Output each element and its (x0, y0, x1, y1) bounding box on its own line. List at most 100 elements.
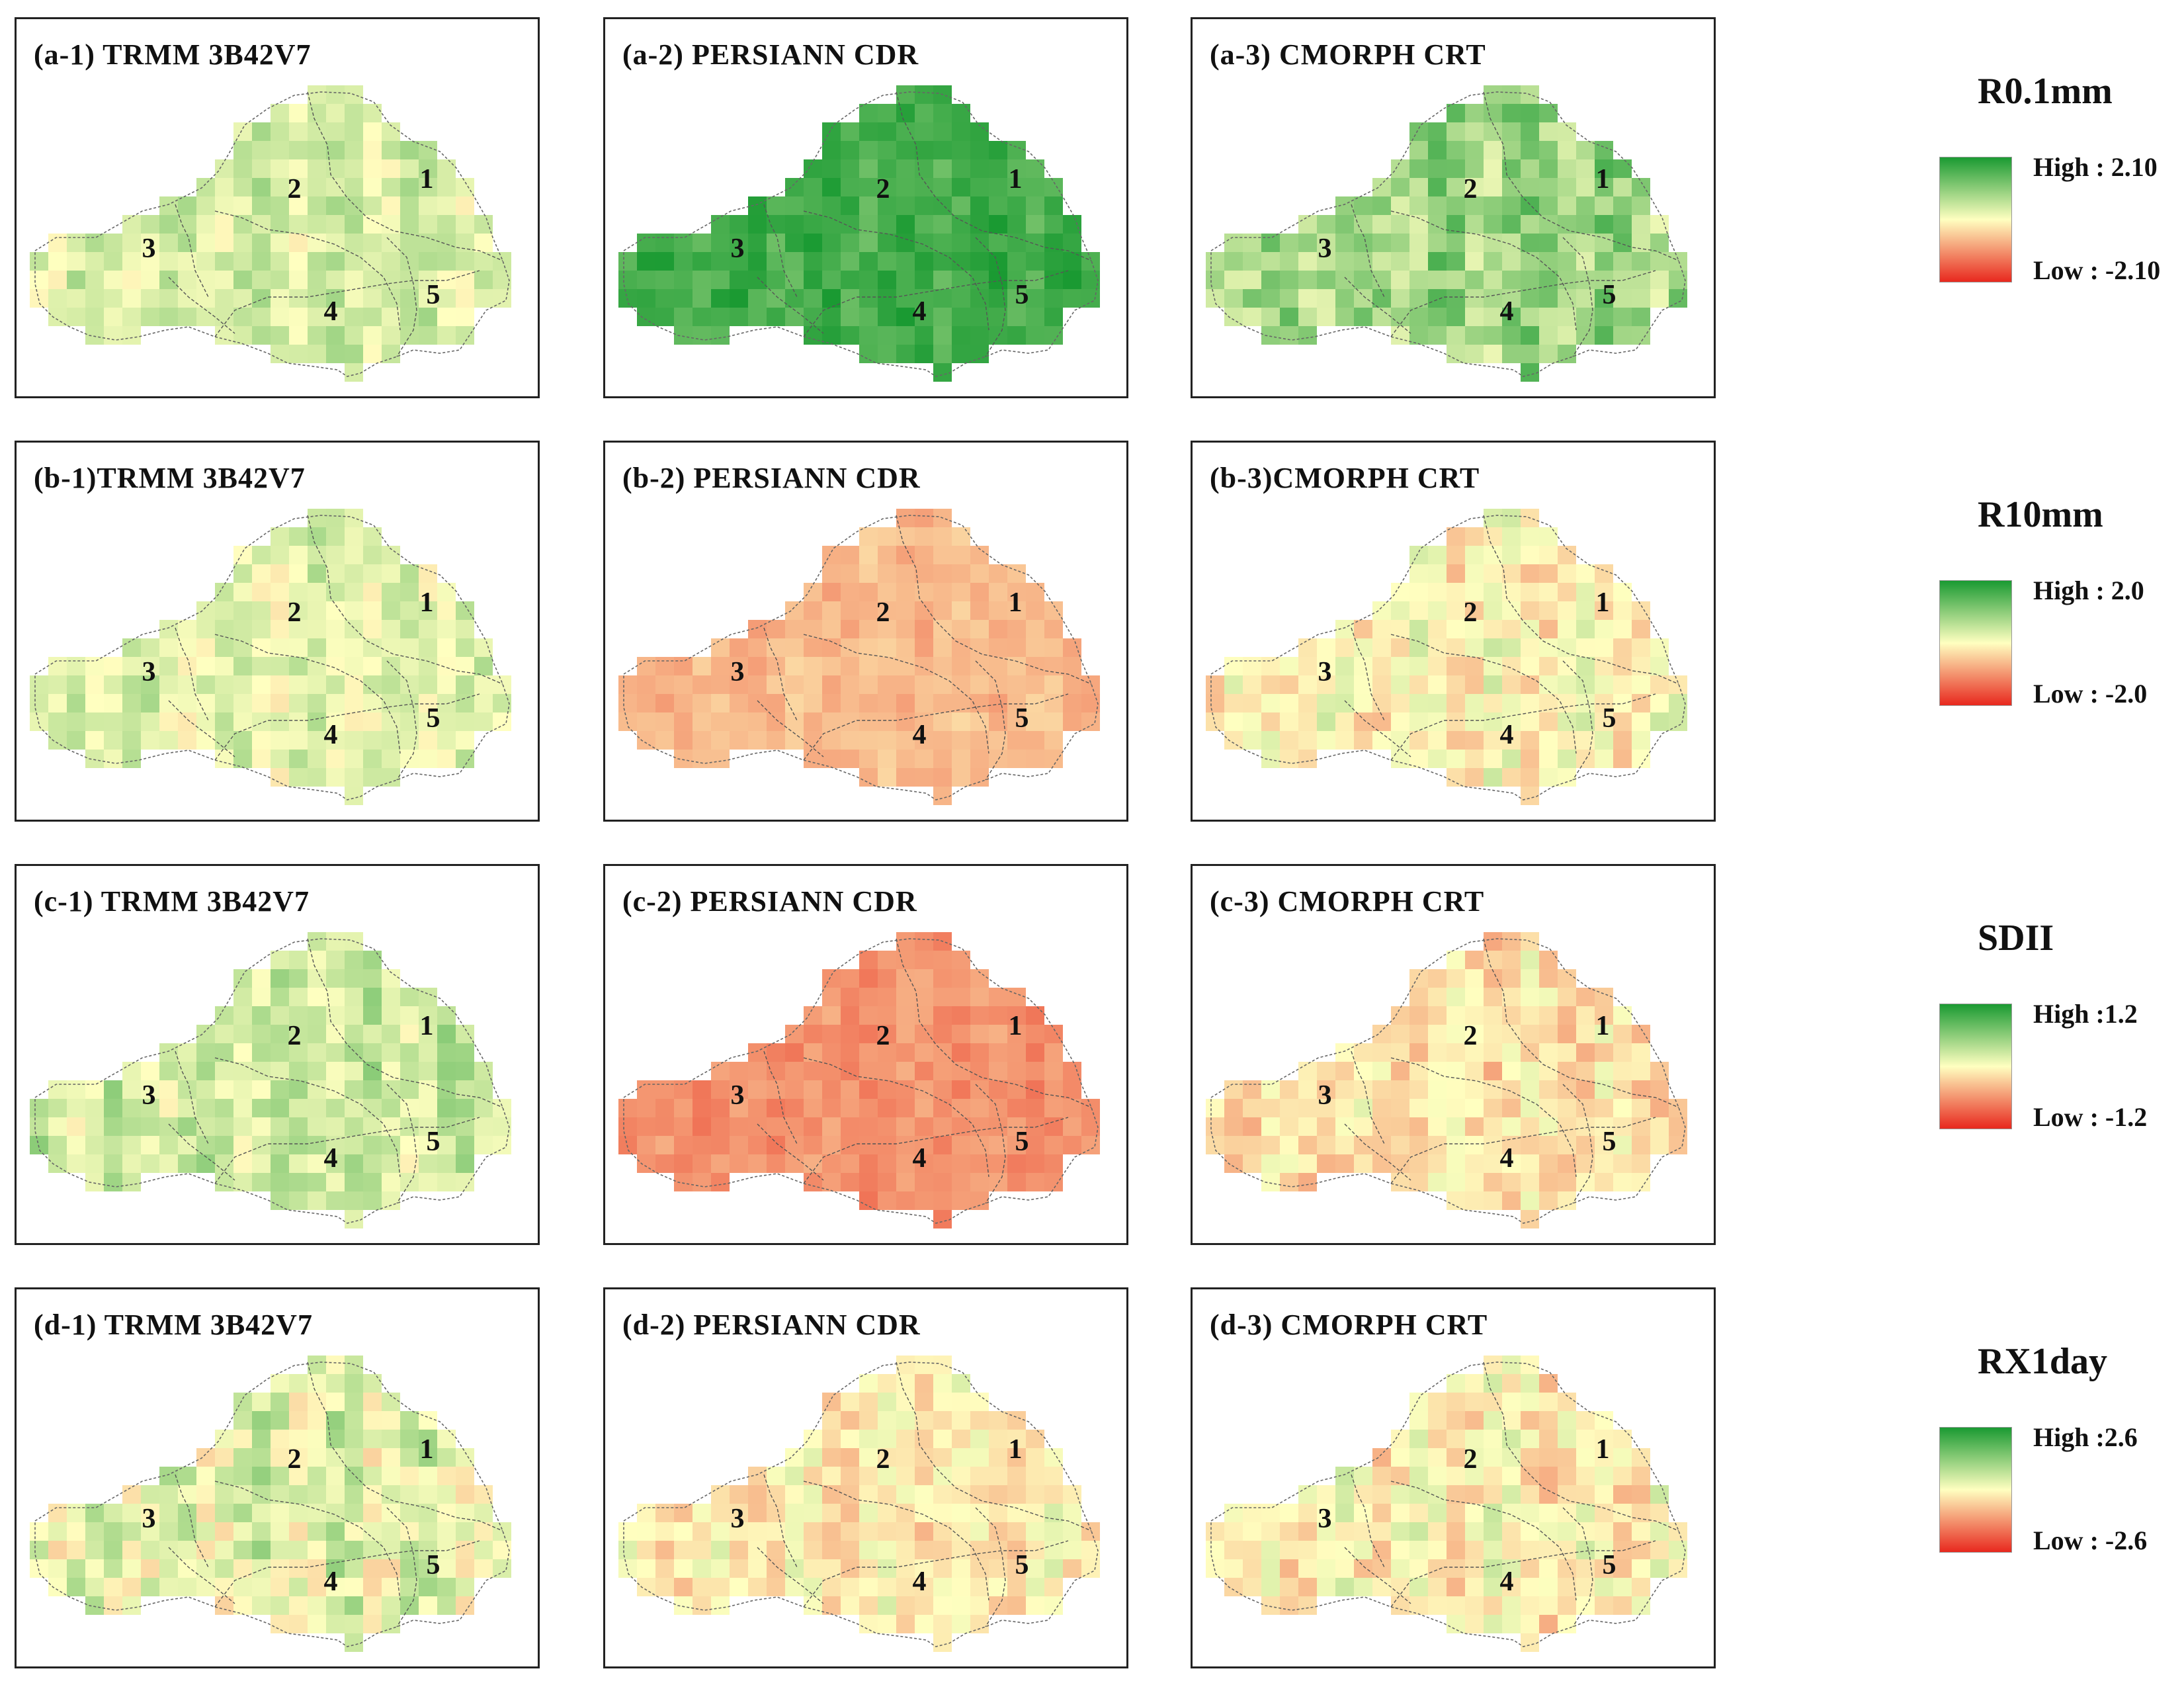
grid-cell (1502, 969, 1521, 988)
grid-cell (915, 159, 933, 178)
grid-cell (1576, 750, 1595, 768)
grid-cell (1484, 712, 1502, 731)
grid-cell (970, 234, 989, 252)
grid-cell (674, 750, 693, 768)
grid-cell (1502, 1173, 1521, 1191)
subbasin-boundary (307, 938, 503, 1108)
grid-cell (271, 657, 289, 675)
grid-cell (1465, 1154, 1484, 1173)
grid-cell (1026, 694, 1044, 712)
grid-cell (859, 1485, 878, 1504)
grid-cell (915, 252, 933, 271)
grid-cell (437, 1559, 456, 1578)
grid-cell (1063, 1559, 1081, 1578)
grid-cell (896, 1173, 915, 1191)
grid-cell (1558, 1062, 1576, 1080)
grid-cell (785, 1154, 804, 1173)
grid-cell (674, 1117, 693, 1136)
grid-cell (1447, 1559, 1465, 1578)
grid-cell (711, 1117, 730, 1136)
grid-cell (1502, 1448, 1521, 1467)
grid-cell (915, 1596, 933, 1615)
grid-cell (178, 289, 196, 308)
grid-cell (1484, 308, 1502, 326)
grid-cell (48, 731, 67, 750)
grid-cell (122, 694, 141, 712)
grid-cell (1354, 1062, 1372, 1080)
grid-cell (693, 1596, 711, 1615)
grid-cell (30, 1099, 48, 1117)
grid-cell (1007, 1043, 1026, 1062)
grid-cell (1558, 1615, 1576, 1633)
grid-cell (308, 694, 326, 712)
grid-cell (1447, 768, 1465, 787)
grid-cell (419, 1117, 437, 1136)
grid-cell (141, 289, 159, 308)
grid-cell (933, 1393, 952, 1411)
grid-cell (1576, 620, 1595, 638)
grid-cell (618, 1541, 637, 1559)
grid-cell (456, 271, 474, 289)
grid-cell (637, 1136, 655, 1154)
grid-cell (85, 1117, 104, 1136)
grid-cell (363, 1062, 382, 1080)
subbasin-boundary (803, 1057, 989, 1178)
grid-cell (1081, 712, 1100, 731)
grid-cell (400, 196, 419, 215)
grid-cell (1261, 750, 1280, 768)
grid-cell (1428, 546, 1447, 564)
grid-cell (1372, 308, 1391, 326)
grid-cell (1484, 1411, 1502, 1430)
grid-cell (785, 271, 804, 289)
grid-cell (1335, 234, 1354, 252)
grid-cell (252, 1043, 271, 1062)
grid-cell (1261, 694, 1280, 712)
grid-cell (271, 1043, 289, 1062)
grid-cell (1428, 657, 1447, 675)
grid-cell (271, 546, 289, 564)
grid-cell (1632, 326, 1650, 345)
grid-cell (1409, 1578, 1428, 1596)
grid-cell (1502, 750, 1521, 768)
grid-cell (1484, 1191, 1502, 1210)
grid-cell (233, 657, 252, 675)
grid-cell (933, 308, 952, 326)
grid-cell (308, 583, 326, 601)
legend-title: RX1day (1978, 1341, 2108, 1382)
grid-cell (233, 308, 252, 326)
grid-cell (1465, 951, 1484, 969)
grid-cell (1298, 271, 1317, 289)
grid-cell (785, 1117, 804, 1136)
grid-cell (271, 731, 289, 750)
grid-cell (1007, 694, 1026, 712)
grid-cell (1335, 1578, 1354, 1596)
grid-cell (215, 1522, 233, 1541)
grid-cell (1224, 289, 1243, 308)
grid-cell (308, 1025, 326, 1043)
grid-cell (1206, 712, 1224, 731)
subbasin-boundary (168, 700, 235, 757)
grid-cell (1521, 1062, 1539, 1080)
region-label-4: 4 (324, 1143, 338, 1174)
grid-cell (1484, 675, 1502, 694)
grid-cell (1243, 1080, 1261, 1099)
grid-cell (878, 1374, 896, 1393)
grid-cell (1558, 731, 1576, 750)
grid-cell (1409, 1154, 1428, 1173)
grid-cell (767, 1136, 785, 1154)
grid-cell (952, 234, 970, 252)
grid-cell (159, 675, 178, 694)
grid-cell (1261, 1117, 1280, 1136)
grid-cell (1595, 1448, 1613, 1467)
grid-cell (141, 1062, 159, 1080)
grid-cell (1502, 104, 1521, 122)
grid-cell (1224, 731, 1243, 750)
subbasin-boundary (803, 270, 1069, 337)
grid-cell (437, 750, 456, 768)
grid-cell (878, 1430, 896, 1448)
grid-cell (1261, 675, 1280, 694)
grid-cell (1317, 1578, 1335, 1596)
grid-cell (767, 1504, 785, 1522)
grid-cell (748, 1043, 767, 1062)
